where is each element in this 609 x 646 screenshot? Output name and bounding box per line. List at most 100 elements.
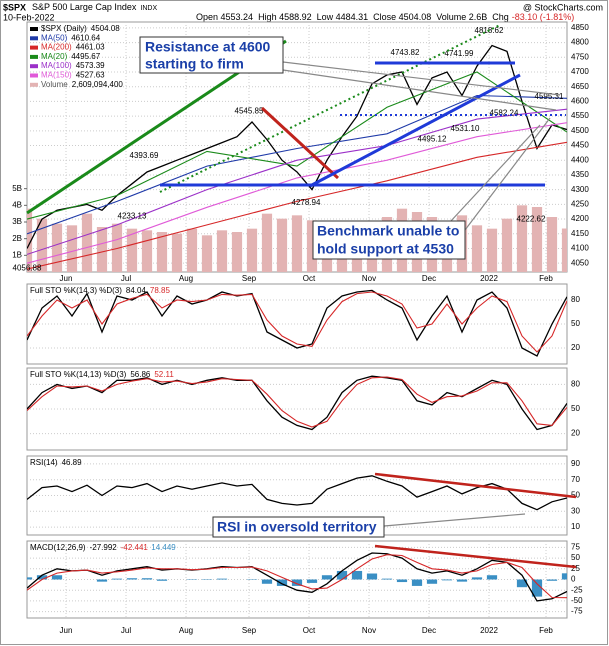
change-label: Chg [492, 12, 509, 22]
point-label: 4233.13 [118, 211, 147, 220]
x-tick-label: Nov [362, 626, 376, 635]
bar [366, 573, 378, 580]
point-label: 4278.94 [292, 198, 321, 207]
legend-value: 4573.39 [76, 61, 105, 70]
point-label: 4545.85 [235, 106, 264, 115]
x-tick-label: Jul [121, 626, 131, 635]
legend-entry: $SPX (Daily) 4504.08 [41, 24, 120, 33]
series-line [27, 108, 567, 255]
series-line [27, 375, 567, 431]
bar [201, 235, 213, 272]
legend-entry: MA(50) 4610.64 [41, 33, 101, 42]
name: S&P 500 Large Cap Index [32, 2, 137, 12]
bar [186, 228, 198, 272]
legend-value: 4495.67 [71, 52, 100, 61]
legend-value: 2,609,094,400 [72, 80, 124, 89]
x-tick-label: Oct [303, 626, 316, 635]
callout-text: starting to firm [145, 56, 244, 72]
y-tick-label: 4600 [571, 97, 589, 106]
bar [216, 230, 228, 272]
bar [396, 579, 408, 583]
x-tick-label: Aug [179, 274, 193, 283]
legend-value: 4461.03 [76, 43, 105, 52]
y-tick-label: -25 [571, 585, 583, 594]
bar [531, 579, 543, 597]
legend-value: 46.89 [62, 458, 83, 467]
bar [96, 579, 108, 582]
y-tick-label: 75 [571, 543, 580, 552]
panel-legend: MACD(12,26,9) -27.992 -42.441 14.449 [30, 543, 176, 552]
y-tick-label: 4800 [571, 38, 589, 47]
quote-item: Close 4504.08 [373, 12, 431, 22]
series-line [27, 552, 567, 602]
series-line [27, 141, 567, 270]
y-tick-label: -50 [571, 596, 583, 605]
x-tick-label: Feb [539, 274, 553, 283]
y-tick-label: 4650 [571, 82, 589, 91]
bar [36, 218, 48, 272]
symbol: $SPX [3, 2, 26, 12]
point-label: 4741.99 [445, 49, 474, 58]
panel-title: Full STO %K(14,13) %D(3) [30, 370, 127, 379]
panel-title: MACD(12,26,9) [30, 543, 86, 552]
index-name: S&P 500 Large Cap Index INDX [32, 2, 157, 12]
quote-item: High 4588.92 [258, 12, 312, 22]
pointer [282, 69, 557, 111]
bar [561, 228, 567, 272]
legend-swatch [30, 64, 38, 69]
bar [471, 577, 483, 580]
bar [351, 570, 363, 580]
bar [36, 575, 48, 580]
bar [546, 217, 558, 272]
y-tick-label: 4500 [571, 126, 589, 135]
pointer [383, 513, 526, 527]
point-label: 4595.31 [535, 92, 564, 101]
legend-entry: MA(100) 4573.39 [41, 61, 105, 70]
y-tick-label: 4850 [571, 23, 589, 32]
y-tick-label: 50 [571, 319, 580, 328]
bar [261, 579, 273, 584]
y-tick-label: 4100 [571, 244, 589, 253]
quote-item: Open 4553.24 [196, 12, 253, 22]
x-tick-label: Feb [539, 626, 553, 635]
y-tick-label: 30 [571, 506, 580, 515]
point-label: 4743.82 [391, 48, 420, 57]
bar [516, 579, 528, 588]
legend-value: -42.441 [121, 543, 149, 552]
legend-name: Volume [41, 80, 68, 89]
callout-box [212, 516, 385, 538]
x-tick-label: Dec [422, 274, 436, 283]
y2-tick-label: 1B [12, 250, 22, 259]
legend-entry: Volume 2,609,094,400 [41, 80, 123, 89]
callout-text: RSI in oversold territory [217, 519, 377, 535]
callout-text: Resistance at 4600 [145, 39, 271, 55]
pointer [464, 117, 551, 231]
bar [291, 215, 303, 272]
y-tick-label: 70 [571, 475, 580, 484]
bar [27, 208, 33, 272]
bar [486, 575, 498, 580]
legend-value: 52.11 [154, 370, 174, 379]
legend-value: 4610.64 [71, 33, 100, 42]
callout: Resistance at 4600 starting to firm [139, 36, 284, 74]
x-tick-label: 2022 [480, 274, 498, 283]
legend-name: MA(100) [41, 61, 72, 70]
bar [51, 575, 63, 580]
callout-text: Benchmark unable to [317, 223, 459, 239]
callout-box [139, 36, 284, 74]
legend-name: MA(20) [41, 52, 68, 61]
y-tick-label: 4200 [571, 214, 589, 223]
legend-value: 4527.63 [76, 71, 105, 80]
bar [216, 578, 228, 580]
bar [546, 579, 558, 581]
bar [501, 218, 513, 272]
bar [126, 578, 138, 580]
y-tick-label: 50 [571, 404, 580, 413]
legend-swatch [30, 45, 38, 50]
bar [51, 223, 63, 272]
y-tick-label: 4050 [571, 258, 589, 267]
series-line [27, 554, 567, 599]
bar [111, 223, 123, 272]
bar [426, 579, 438, 584]
